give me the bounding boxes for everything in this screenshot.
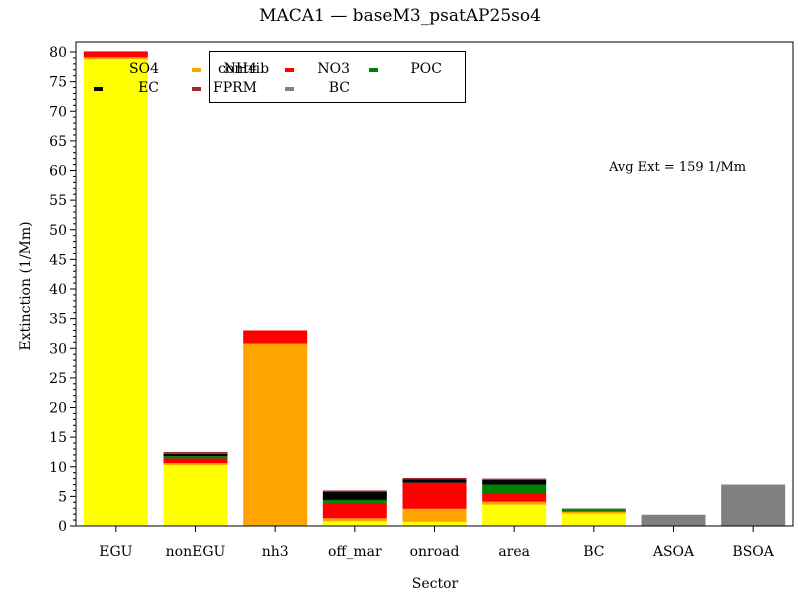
legend-entry-NO3: NO3: [280, 61, 350, 79]
legend-label: SO4: [129, 61, 159, 77]
y-axis: 0 5 10 15 20 25 30 35 40 45 50 55 60 65 70 75 80: [49, 45, 76, 535]
legend-entry-EC: EC: [89, 80, 159, 98]
legend-entry-FPRM: FPRM: [187, 80, 257, 98]
y-tick-label: 20: [49, 401, 67, 417]
bar-segment-nh3-NO3: [243, 330, 308, 344]
bar-segment-area-FPRM: [482, 478, 547, 480]
bar-segment-BSOA-BC: [721, 484, 786, 526]
bar-segment-area-SO4: [482, 504, 547, 526]
legend-swatch: [192, 87, 201, 91]
legend: contrib SO4 NH4 NO3 POC EC FPRM BC: [94, 51, 466, 103]
bar-segment-ASOA-BC: [641, 514, 706, 526]
x-axis-label: Sector: [411, 576, 459, 592]
x-tick-label-EGU: EGU: [99, 544, 132, 560]
bar-segment-onroad-FPRM: [402, 478, 467, 480]
bar-segment-nonEGU-FPRM: [163, 451, 228, 454]
bar-segment-onroad-SO4: [402, 521, 467, 526]
legend-label: EC: [138, 80, 159, 96]
bar-segment-nonEGU-POC: [163, 456, 228, 459]
x-tick-label-nh3: nh3: [262, 544, 289, 560]
legend-entry-SO4: SO4: [89, 61, 159, 79]
bar-segment-nonEGU-NH4: [163, 463, 228, 465]
y-tick-label: 40: [49, 282, 67, 298]
x-tick-label-ASOA: ASOA: [652, 544, 695, 560]
bar-segment-nonEGU-NO3: [163, 458, 228, 464]
legend-label: NO3: [317, 61, 350, 77]
bar-segment-off_mar-EC: [322, 491, 387, 500]
avg-extinction-annotation: Avg Ext = 159 1/Mm: [609, 160, 747, 175]
y-tick-label: 55: [49, 193, 67, 209]
chart-title: MACA1 — baseM3_psatAP25so4: [259, 6, 541, 26]
y-tick-label: 15: [49, 430, 67, 446]
bar-segment-nonEGU-SO4: [163, 464, 228, 526]
bar-segment-area-NH4: [482, 501, 547, 505]
bar-segment-nh3-NH4: [243, 343, 308, 526]
bar-segment-area-NO3: [482, 494, 547, 502]
bar-segment-area-EC: [482, 479, 547, 485]
bar-segment-off_mar-SO4: [322, 521, 387, 526]
bar-segment-BC-FPRM: [561, 508, 626, 510]
legend-entry-NH4: NH4: [187, 61, 257, 79]
y-tick-label: 5: [58, 489, 67, 505]
x-tick-label-onroad: onroad: [410, 544, 460, 560]
bar-segment-nonEGU-EC: [163, 453, 228, 457]
x-tick-label-nonEGU: nonEGU: [166, 544, 226, 560]
legend-label: BC: [328, 80, 350, 96]
bar-segment-EGU-NH4: [83, 57, 148, 60]
y-tick-label: 75: [49, 75, 67, 91]
y-tick-label: 50: [49, 223, 67, 239]
legend-label: FPRM: [212, 80, 257, 96]
y-tick-label: 0: [58, 519, 67, 535]
bar-segment-EGU-NO3: [83, 51, 148, 58]
y-tick-label: 35: [49, 312, 67, 328]
bar-segment-BC-POC: [561, 509, 626, 512]
x-tick-label-BSOA: BSOA: [732, 544, 774, 560]
y-tick-label: 10: [49, 460, 67, 476]
legend-entry-POC: POC: [364, 61, 442, 79]
y-tick-label: 25: [49, 371, 67, 387]
x-tick-label-BC: BC: [583, 544, 604, 560]
legend-swatch: [285, 87, 294, 91]
bar-segment-area-POC: [482, 484, 547, 495]
bar-segment-BC-SO4: [561, 513, 626, 526]
y-tick-label: 65: [49, 134, 67, 150]
y-tick-label: 80: [49, 45, 67, 61]
legend-swatch: [285, 68, 294, 72]
y-tick-label: 30: [49, 341, 67, 357]
legend-swatch: [369, 68, 378, 72]
bar-segment-onroad-NH4: [402, 508, 467, 522]
y-tick-label: 45: [49, 252, 67, 268]
legend-label: POC: [410, 61, 442, 77]
bar-segment-off_mar-NH4: [322, 518, 387, 522]
bar-segment-off_mar-POC: [322, 499, 387, 503]
plot-frame: [75, 41, 794, 527]
bar-segment-EGU-SO4: [83, 59, 148, 527]
legend-swatch: [192, 68, 201, 72]
legend-entry-BC: BC: [280, 80, 350, 98]
y-tick-label: 60: [49, 164, 67, 180]
bar-segment-BC-NH4: [561, 511, 626, 514]
legend-title: contrib: [218, 61, 270, 77]
x-tick-label-off_mar: off_mar: [328, 544, 382, 560]
bars-group: [83, 51, 786, 527]
bar-segment-onroad-NO3: [402, 482, 467, 509]
bar-segment-onroad-EC: [402, 479, 467, 483]
legend-swatch: [94, 87, 103, 91]
bar-segment-BC-BC: [561, 508, 626, 509]
x-axis: EGU nonEGU nh3 off_mar onroad area BC ASOA BSOA: [99, 526, 775, 560]
bar-segment-off_mar-NO3: [322, 502, 387, 519]
bar-segment-off_mar-FPRM: [322, 490, 387, 492]
legend-label: NH4: [223, 61, 257, 77]
x-tick-label-area: area: [498, 544, 530, 560]
legend-swatch: [94, 68, 103, 72]
y-tick-label: 70: [49, 104, 67, 120]
